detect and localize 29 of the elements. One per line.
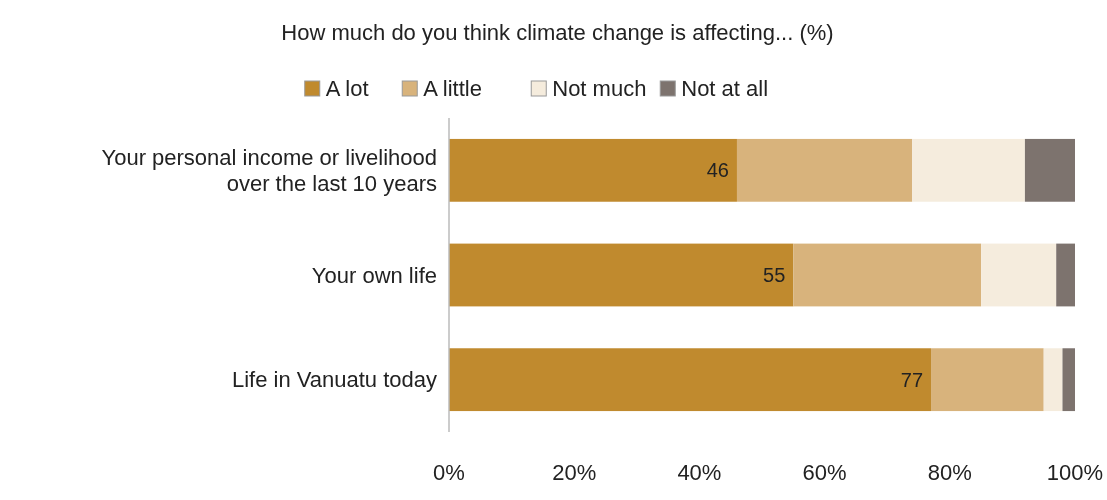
data-label: 77 (900, 368, 924, 391)
bar (1062, 348, 1075, 412)
bar (912, 138, 1025, 202)
x-tick-label: 100% (1046, 460, 1104, 485)
bar (1056, 243, 1075, 307)
legend-label: A little (423, 76, 482, 101)
bar (449, 243, 794, 307)
bar (449, 138, 737, 202)
y-tick-label: Your own life (311, 262, 437, 288)
legend-label: A lot (325, 76, 369, 101)
x-tick-label: 40% (677, 460, 722, 485)
bar (981, 243, 1057, 307)
x-tick-label: 20% (552, 460, 597, 485)
bar (1043, 348, 1063, 412)
data-label: 55 (763, 264, 786, 286)
x-tick-label: 80% (927, 460, 972, 485)
y-tick-label: Life in Vanuatu today (231, 367, 437, 393)
legend-label: Not much (552, 76, 647, 101)
data-label: 46 (706, 159, 729, 182)
x-tick-label: 0% (433, 460, 465, 485)
x-tick-label: 60% (802, 460, 847, 485)
bar (1024, 138, 1075, 202)
legend-label: Not at all (681, 76, 769, 101)
bar (793, 243, 982, 307)
bar (931, 348, 1044, 412)
bar (449, 348, 932, 412)
bar (736, 138, 913, 202)
y-tick-label: Your personal income or livelihood over the last 10 years (101, 145, 437, 197)
chart-title: How much do you think climate change is affecting... (%) (281, 20, 834, 45)
